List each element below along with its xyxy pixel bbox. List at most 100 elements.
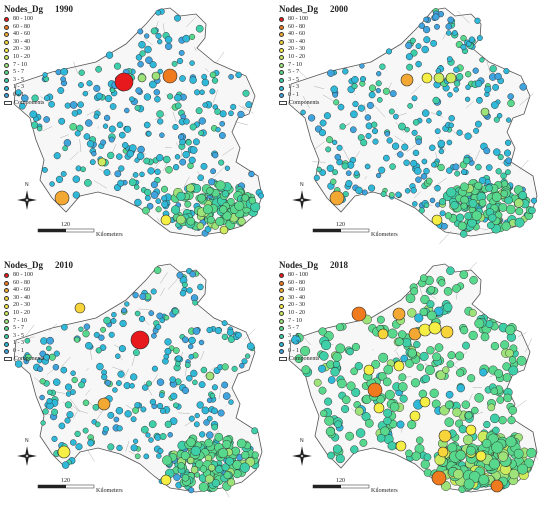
hub-node-marker xyxy=(490,479,504,493)
component-edge xyxy=(478,228,488,230)
node-marker xyxy=(146,130,152,137)
hub-node-marker xyxy=(465,424,477,436)
node-marker xyxy=(51,408,59,416)
node-marker xyxy=(145,432,151,438)
node-marker xyxy=(429,388,439,398)
components-swatch-icon xyxy=(279,101,287,106)
node-marker xyxy=(248,170,255,178)
node-marker xyxy=(82,399,90,407)
node-marker xyxy=(445,23,452,30)
legend-swatch-icon xyxy=(279,273,284,279)
legend-swatch-icon xyxy=(4,78,9,84)
node-marker xyxy=(188,353,195,360)
node-marker xyxy=(388,191,395,198)
node-marker xyxy=(407,103,413,109)
node-marker xyxy=(406,63,414,71)
node-marker xyxy=(209,71,217,79)
map-panel-2000: Nodes_Dg 2000 80 - 100 60 - 80 40 - 60 30 - … xyxy=(275,0,550,256)
node-marker xyxy=(505,117,512,123)
node-marker xyxy=(132,349,140,357)
node-marker xyxy=(456,129,463,136)
node-marker xyxy=(415,138,422,146)
node-marker xyxy=(186,437,196,447)
node-marker xyxy=(129,96,135,103)
node-marker xyxy=(400,354,409,363)
node-marker xyxy=(91,151,97,157)
node-marker xyxy=(124,301,130,307)
node-marker xyxy=(139,171,145,178)
node-marker xyxy=(464,212,473,221)
legend-item: 30 - 40 xyxy=(279,39,348,47)
node-marker xyxy=(93,84,101,92)
node-marker xyxy=(174,94,182,102)
node-marker xyxy=(412,119,420,126)
node-marker xyxy=(412,201,418,207)
node-marker xyxy=(471,210,482,221)
node-marker xyxy=(80,166,86,173)
node-marker xyxy=(479,368,488,377)
legend-label: 5 - 7 xyxy=(288,69,299,76)
node-marker xyxy=(60,366,68,374)
node-marker xyxy=(197,283,204,291)
component-edge xyxy=(123,368,129,379)
node-marker xyxy=(144,195,151,201)
legend-item: 60 - 80 xyxy=(279,24,348,32)
node-marker xyxy=(113,62,122,70)
node-marker xyxy=(409,37,416,44)
node-marker xyxy=(142,206,150,215)
node-marker xyxy=(158,392,165,399)
hub-node-marker xyxy=(160,474,172,486)
node-marker xyxy=(473,127,480,134)
node-marker xyxy=(439,210,446,217)
node-marker xyxy=(459,270,469,280)
node-marker xyxy=(156,154,164,162)
hub-node-marker xyxy=(475,450,487,462)
node-marker xyxy=(446,139,453,146)
component-edge xyxy=(519,159,529,171)
node-marker xyxy=(200,162,208,170)
node-marker xyxy=(78,326,84,332)
node-marker xyxy=(407,348,417,358)
legend-year: 2000 xyxy=(330,4,349,14)
node-marker xyxy=(182,150,190,159)
north-label: N xyxy=(300,182,304,188)
node-marker xyxy=(207,215,215,224)
node-marker xyxy=(155,323,162,330)
node-marker xyxy=(197,193,206,203)
legend-swatch-icon xyxy=(4,55,9,61)
node-marker xyxy=(55,175,64,184)
node-marker xyxy=(189,76,197,84)
node-marker xyxy=(413,340,421,349)
node-marker xyxy=(337,378,347,389)
node-marker xyxy=(21,94,29,102)
node-marker xyxy=(426,310,437,321)
hub-node-marker xyxy=(373,402,385,414)
node-marker xyxy=(149,398,157,406)
node-marker xyxy=(181,474,190,482)
node-marker xyxy=(487,403,496,412)
node-marker xyxy=(78,69,85,76)
node-marker xyxy=(180,451,190,461)
node-marker xyxy=(427,285,436,294)
node-marker xyxy=(324,397,333,406)
node-marker xyxy=(118,165,125,172)
node-marker xyxy=(508,356,517,364)
hub-node-marker xyxy=(137,73,147,83)
node-marker xyxy=(85,119,93,127)
node-marker xyxy=(111,311,117,318)
node-marker xyxy=(134,453,141,460)
legend-swatch-icon xyxy=(279,349,284,355)
legend-swatch-icon xyxy=(279,24,284,30)
node-marker xyxy=(100,139,107,146)
node-marker xyxy=(476,97,483,104)
node-marker xyxy=(291,335,301,345)
component-edge xyxy=(215,51,225,64)
node-marker xyxy=(118,345,126,353)
component-edge xyxy=(138,308,152,311)
node-marker xyxy=(89,159,96,166)
node-marker xyxy=(140,425,149,434)
node-marker xyxy=(116,121,124,129)
legend-swatch-icon xyxy=(4,341,9,347)
node-marker xyxy=(421,158,428,165)
node-marker xyxy=(48,100,55,108)
